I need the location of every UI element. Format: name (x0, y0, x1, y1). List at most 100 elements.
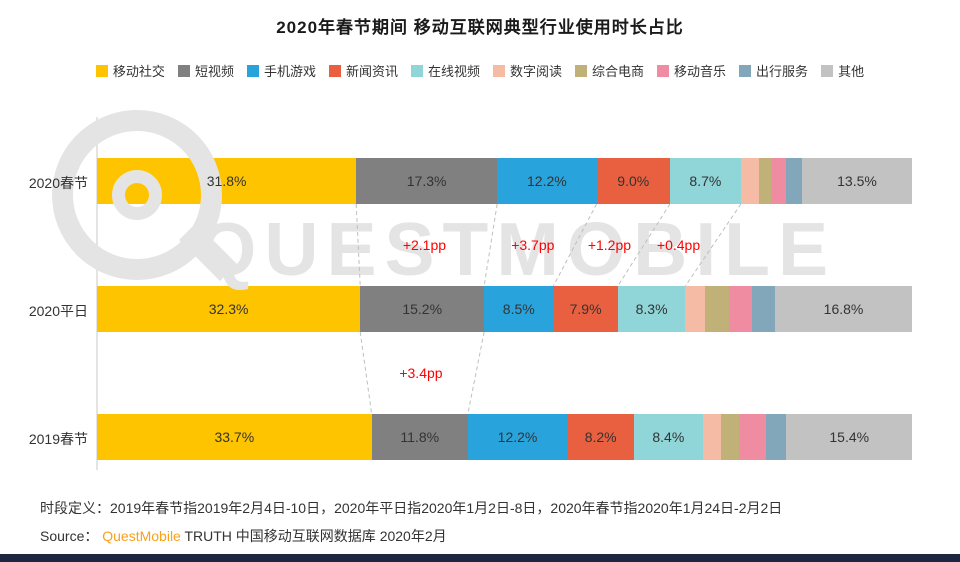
period-definition: 时段定义：2019年春节指2019年2月4日-10日，2020年平日指2020年… (40, 500, 783, 516)
bar-segment (739, 414, 767, 460)
legend-item: 数字阅读 (493, 61, 562, 80)
legend-swatch-icon (246, 64, 259, 77)
bar-segment (766, 414, 787, 460)
bar-segment (775, 286, 912, 332)
bar-segment (634, 414, 703, 460)
legend-label: 综合电商 (592, 64, 645, 79)
legend-label: 手机游戏 (263, 64, 316, 79)
legend-swatch-icon (657, 64, 670, 77)
bar-segment (97, 414, 372, 460)
bar-segment (97, 286, 361, 332)
bar-segment (729, 286, 753, 332)
logo-tail (179, 223, 237, 281)
bar-segment (596, 158, 670, 204)
bar-segment (617, 286, 686, 332)
connector-dashed-line (355, 203, 361, 287)
legend-item: 综合电商 (575, 61, 644, 80)
legend-label: 移动音乐 (674, 64, 727, 79)
bar-segment-label: 15.4% (829, 429, 870, 445)
bar-segment-label: 13.5% (837, 173, 877, 189)
legend-item: 移动社交 (95, 61, 165, 80)
bar-segment-label: 8.5% (502, 301, 535, 317)
bar-segment-label: 8.4% (652, 429, 685, 445)
change-annotation: +1.2pp (587, 237, 632, 253)
bar-segment (685, 286, 705, 332)
bar-segment (752, 286, 776, 332)
legend-label: 在线视频 (427, 64, 480, 79)
bar-segment-label: 7.9% (569, 301, 602, 317)
legend-swatch-icon (410, 64, 423, 77)
change-annotation: +3.4pp (399, 365, 443, 381)
bar-segment-label: 16.8% (823, 301, 864, 317)
source-prefix: Source： (40, 528, 103, 544)
change-annotation: +3.7pp (511, 237, 555, 253)
legend-swatch-icon (739, 64, 752, 77)
bar-segment (553, 286, 618, 332)
legend-label: 新闻资讯 (345, 64, 398, 79)
bar-segment (740, 158, 759, 204)
legend-swatch-icon (821, 64, 834, 77)
bar-segment-label: 9.0% (617, 173, 650, 189)
bar-segment-label: 15.2% (402, 301, 443, 317)
legend-item: 短视频 (177, 61, 234, 80)
bar-segment-label: 11.8% (400, 429, 440, 445)
bar-segment (786, 414, 912, 460)
legend-label: 短视频 (194, 64, 234, 79)
category-label: 2020平日 (28, 303, 88, 319)
legend-item: 移动音乐 (657, 61, 726, 80)
bar-segment (497, 158, 597, 204)
bar-segment-label: 31.8% (206, 173, 247, 189)
bar-segment-label: 12.2% (497, 429, 538, 445)
bar-segment (771, 158, 786, 204)
legend-label: 移动社交 (112, 64, 165, 79)
legend-label: 其他 (838, 64, 865, 79)
bar-segment (669, 158, 741, 204)
bar-segment (467, 414, 568, 460)
legend: 移动社交 短视频 手机游戏 新闻资讯 在线视频 数字阅读 综合电商 移动音乐 出行服务 其他 (28, 61, 932, 80)
chart-title: 2020年春节期间 移动互联网典型行业使用时长占比 (276, 18, 684, 37)
bar-segment (371, 414, 468, 460)
legend-item: 新闻资讯 (328, 61, 398, 80)
legend-swatch-icon (328, 64, 341, 77)
connector-dashed-line (359, 331, 373, 415)
bar-segment-label: 17.3% (406, 173, 447, 189)
legend-item: 手机游戏 (246, 61, 316, 80)
legend-swatch-icon (575, 64, 588, 77)
change-annotation: +0.4pp (656, 237, 701, 253)
bar-segment-label: 8.3% (635, 301, 668, 317)
source-line: Source： QuestMobile TRUTH 中国移动互联网数据库 202… (40, 526, 447, 546)
legend-item: 在线视频 (410, 61, 480, 80)
bar-segment-label: 8.7% (689, 173, 722, 189)
bar-segment-label: 32.3% (208, 301, 249, 317)
legend-item: 出行服务 (739, 61, 808, 80)
bar-segment (721, 414, 740, 460)
bar-segment (704, 286, 730, 332)
bar-segment (758, 158, 771, 204)
connector-dashed-line (467, 331, 485, 415)
bar-segment (801, 158, 912, 204)
legend-swatch-icon (95, 64, 108, 77)
legend-swatch-icon (177, 64, 190, 77)
questmobile-logo-icon (52, 110, 242, 305)
bar-segment (785, 158, 802, 204)
bar-segment-label: 33.7% (214, 429, 255, 445)
bar-segment (356, 158, 498, 204)
legend-item: 其他 (821, 61, 864, 80)
source-suffix: TRUTH 中国移动互联网数据库 2020年2月 (180, 528, 447, 544)
category-label: 2020春节 (28, 175, 88, 191)
connector-dashed-line (483, 203, 498, 287)
bar-segment (702, 414, 722, 460)
bar-segment (567, 414, 635, 460)
bar-segment (360, 286, 485, 332)
bar-segment-label: 12.2% (527, 173, 567, 189)
source-brand: QuestMobile (102, 528, 181, 544)
bar-segment-label: 8.2% (584, 429, 617, 445)
bottom-strip (0, 554, 960, 562)
legend-label: 数字阅读 (510, 64, 563, 79)
legend-label: 出行服务 (756, 64, 809, 79)
legend-swatch-icon (493, 64, 505, 77)
